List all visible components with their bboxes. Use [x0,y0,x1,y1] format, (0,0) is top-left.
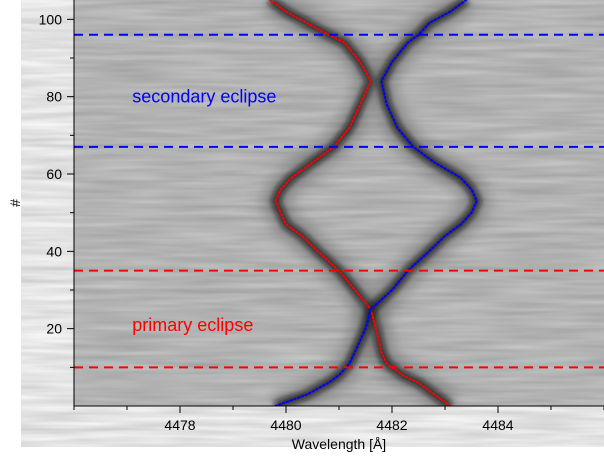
tick-labels: 4478 4480 4482 4484 20 40 60 80 100 [39,11,604,433]
y-tick-label: 40 [46,243,62,259]
x-tick-label: 4484 [482,417,513,433]
series-curve-0 [269,0,452,406]
annotation-1: primary eclipse [132,315,253,335]
series-curve-1 [274,0,478,406]
eclipse-markers [74,33,604,369]
velocity-curves [269,0,478,406]
y-tick-label: 60 [46,166,62,182]
y-tick-label: 100 [39,11,63,27]
x-tick-label: 4480 [270,417,301,433]
x-axis-label: Wavelength [Å] [292,436,386,452]
y-axis-label: # [7,199,23,207]
image-noise [74,0,604,406]
x-tick-label: 4482 [376,417,407,433]
x-tick-label: 4478 [164,417,195,433]
y-tick-label: 80 [46,89,62,105]
annotations: secondary eclipse primary eclipse [132,87,276,335]
annotation-0: secondary eclipse [132,87,276,107]
y-tick-label: 20 [46,321,62,337]
plot-background [74,0,604,406]
